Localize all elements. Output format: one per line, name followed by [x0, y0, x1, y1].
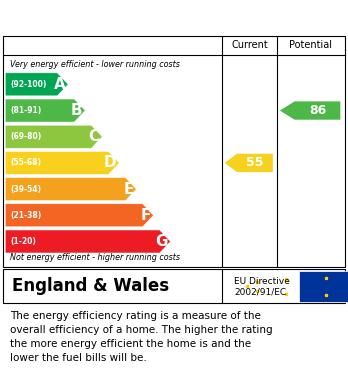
Text: B: B [71, 103, 82, 118]
Polygon shape [5, 178, 136, 201]
Text: F: F [140, 208, 151, 223]
Text: EU Directive: EU Directive [234, 277, 290, 286]
Text: Energy Efficiency Rating: Energy Efficiency Rating [10, 10, 220, 25]
Text: England & Wales: England & Wales [12, 277, 169, 296]
Text: G: G [155, 234, 168, 249]
Polygon shape [5, 151, 119, 174]
Text: (92-100): (92-100) [10, 80, 47, 89]
Text: Potential: Potential [289, 40, 332, 50]
Text: (1-20): (1-20) [10, 237, 36, 246]
Text: E: E [123, 181, 134, 197]
Text: (55-68): (55-68) [10, 158, 41, 167]
Polygon shape [5, 230, 171, 253]
Text: 55: 55 [246, 156, 264, 169]
Text: The energy efficiency rating is a measure of the
overall efficiency of a home. T: The energy efficiency rating is a measur… [10, 311, 273, 363]
Bar [299, 271, 348, 302]
Text: (39-54): (39-54) [10, 185, 41, 194]
Polygon shape [5, 99, 85, 122]
Text: Very energy efficient - lower running costs: Very energy efficient - lower running co… [10, 60, 180, 69]
Text: 2002/91/EC: 2002/91/EC [234, 288, 286, 297]
Text: Not energy efficient - higher running costs: Not energy efficient - higher running co… [10, 253, 181, 262]
Text: A: A [54, 77, 65, 92]
Polygon shape [5, 125, 102, 148]
Polygon shape [5, 73, 68, 96]
Polygon shape [5, 204, 153, 227]
Text: C: C [88, 129, 100, 144]
Text: (21-38): (21-38) [10, 211, 42, 220]
Polygon shape [280, 101, 340, 120]
Polygon shape [225, 154, 273, 172]
Text: (81-91): (81-91) [10, 106, 42, 115]
Text: 86: 86 [309, 104, 326, 117]
Text: Current: Current [231, 40, 268, 50]
Text: D: D [104, 155, 117, 170]
Text: (69-80): (69-80) [10, 132, 42, 141]
